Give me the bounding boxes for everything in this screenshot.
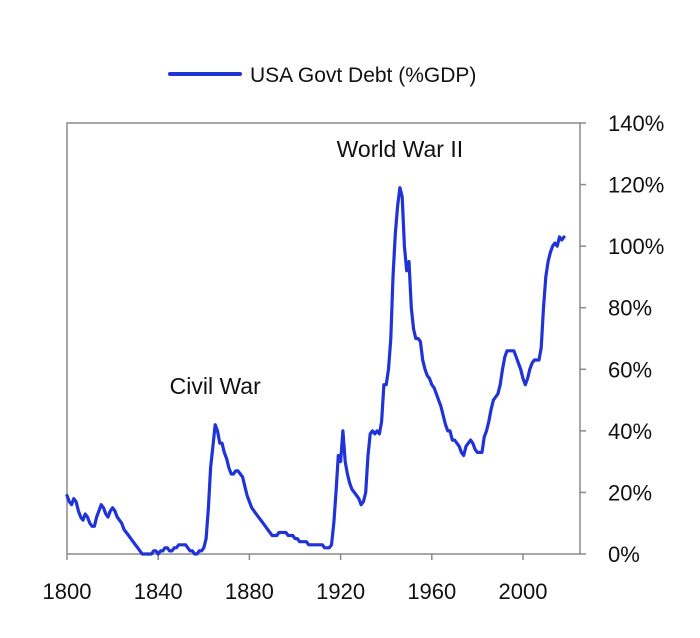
axes <box>66 122 581 555</box>
y-tick-label: 0% <box>608 542 640 567</box>
y-axis-ticks: 0% 20% 40% 60% 80% 100% 120% 140% <box>580 111 664 567</box>
y-tick-label: 140% <box>608 111 664 136</box>
y-tick-label: 120% <box>608 173 664 198</box>
x-tick-label: 1960 <box>407 579 456 604</box>
y-tick-label: 40% <box>608 419 652 444</box>
annotation-label: World War II <box>337 136 464 162</box>
y-tick-label: 100% <box>608 234 664 259</box>
series-group <box>65 186 566 556</box>
legend: USA Govt Debt (%GDP) <box>168 64 476 87</box>
x-tick-label: 1800 <box>43 579 92 604</box>
x-tick-label: 1880 <box>225 579 274 604</box>
x-axis-ticks: 1800 1840 1880 1920 1960 2000 <box>43 554 548 604</box>
plot-frame <box>66 122 581 555</box>
annotation-label: Civil War <box>170 373 261 399</box>
legend-label: USA Govt Debt (%GDP) <box>250 64 476 87</box>
y-tick-label: 60% <box>608 357 652 382</box>
annotations: Civil War World War II <box>170 136 464 399</box>
y-tick-label: 80% <box>608 296 652 321</box>
x-tick-label: 1840 <box>134 579 183 604</box>
x-tick-label: 2000 <box>499 579 548 604</box>
y-tick-label: 20% <box>608 480 652 505</box>
series-line <box>65 186 566 556</box>
x-tick-label: 1920 <box>316 579 365 604</box>
